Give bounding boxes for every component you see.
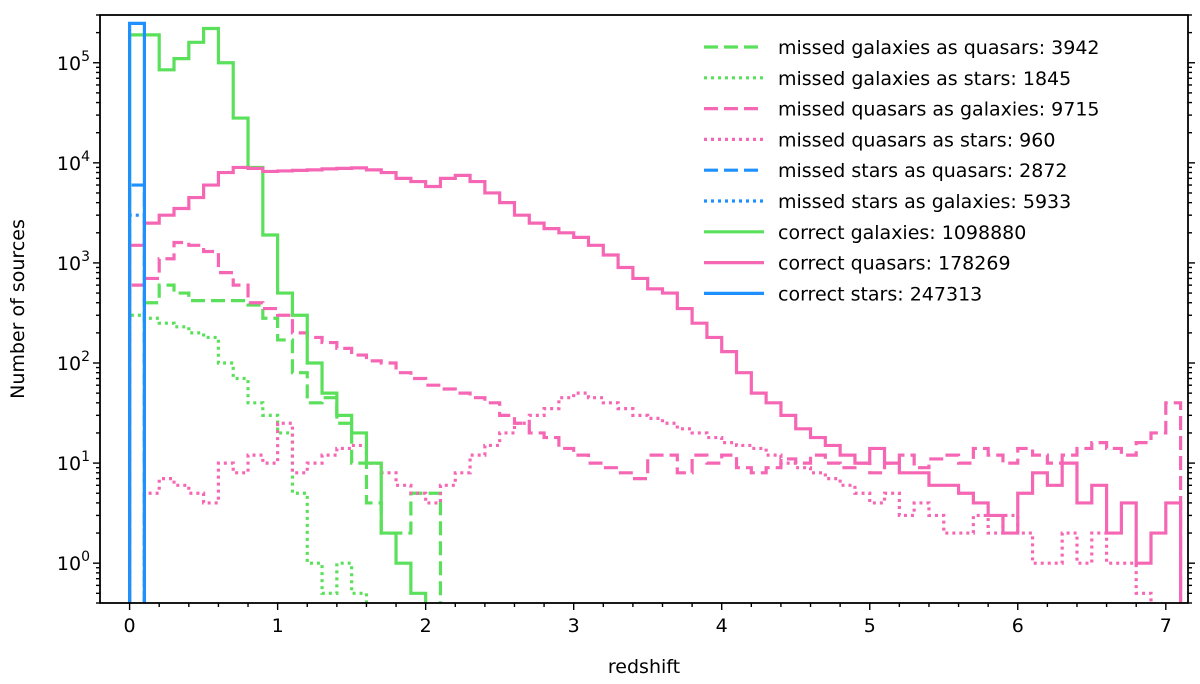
legend-label: missed quasars as galaxies: 9715 bbox=[778, 99, 1100, 121]
x-tick-label: 0 bbox=[124, 615, 136, 637]
series-correct-quasars bbox=[128, 165, 1183, 603]
y-tick-label: 100 bbox=[57, 549, 90, 575]
x-tick-label: 5 bbox=[864, 615, 876, 637]
legend-label: missed galaxies as quasars: 3942 bbox=[778, 37, 1100, 59]
x-tick-label: 4 bbox=[716, 615, 728, 637]
series-layer bbox=[128, 21, 1183, 603]
legend-label: missed stars as quasars: 2872 bbox=[778, 160, 1068, 182]
legend-label: missed galaxies as stars: 1845 bbox=[778, 68, 1071, 90]
y-axis-label: Number of sources bbox=[7, 219, 29, 399]
y-tick-label: 101 bbox=[57, 449, 90, 475]
series-missed-stars-as-galaxies bbox=[128, 213, 147, 603]
x-tick-label: 2 bbox=[420, 615, 432, 637]
x-tick-label: 1 bbox=[272, 615, 284, 637]
y-axis: 100 101 102 103 104 105 bbox=[57, 14, 1195, 604]
legend-label: correct quasars: 178269 bbox=[778, 253, 1011, 275]
y-tick-label: 103 bbox=[57, 249, 90, 275]
series-missed-quasars-as-galaxies bbox=[128, 240, 1183, 603]
series-missed-galaxies-as-stars bbox=[128, 313, 369, 603]
legend-label: correct stars: 247313 bbox=[778, 283, 982, 305]
series-missed-stars-as-quasars bbox=[128, 183, 147, 603]
legend-label: correct galaxies: 1098880 bbox=[778, 222, 1026, 244]
series-missed-quasars-as-stars bbox=[142, 391, 1153, 603]
series-correct-stars bbox=[128, 21, 147, 603]
y-tick-label: 102 bbox=[57, 349, 90, 375]
plot-frame bbox=[99, 14, 1189, 604]
series-correct-galaxies bbox=[128, 26, 428, 603]
x-tick-label: 7 bbox=[1160, 615, 1172, 637]
legend: missed galaxies as quasars: 3942 missed g… bbox=[704, 37, 1100, 305]
legend-label: missed stars as galaxies: 5933 bbox=[778, 191, 1071, 213]
x-tick-label: 6 bbox=[1012, 615, 1024, 637]
x-axis-label: redshift bbox=[608, 656, 680, 678]
y-tick-label: 105 bbox=[57, 49, 90, 75]
legend-label: missed quasars as stars: 960 bbox=[778, 129, 1055, 151]
x-axis: 0 1 2 3 4 5 6 7 bbox=[124, 603, 1172, 637]
y-tick-label: 104 bbox=[57, 149, 90, 175]
x-tick-label: 3 bbox=[568, 615, 580, 637]
